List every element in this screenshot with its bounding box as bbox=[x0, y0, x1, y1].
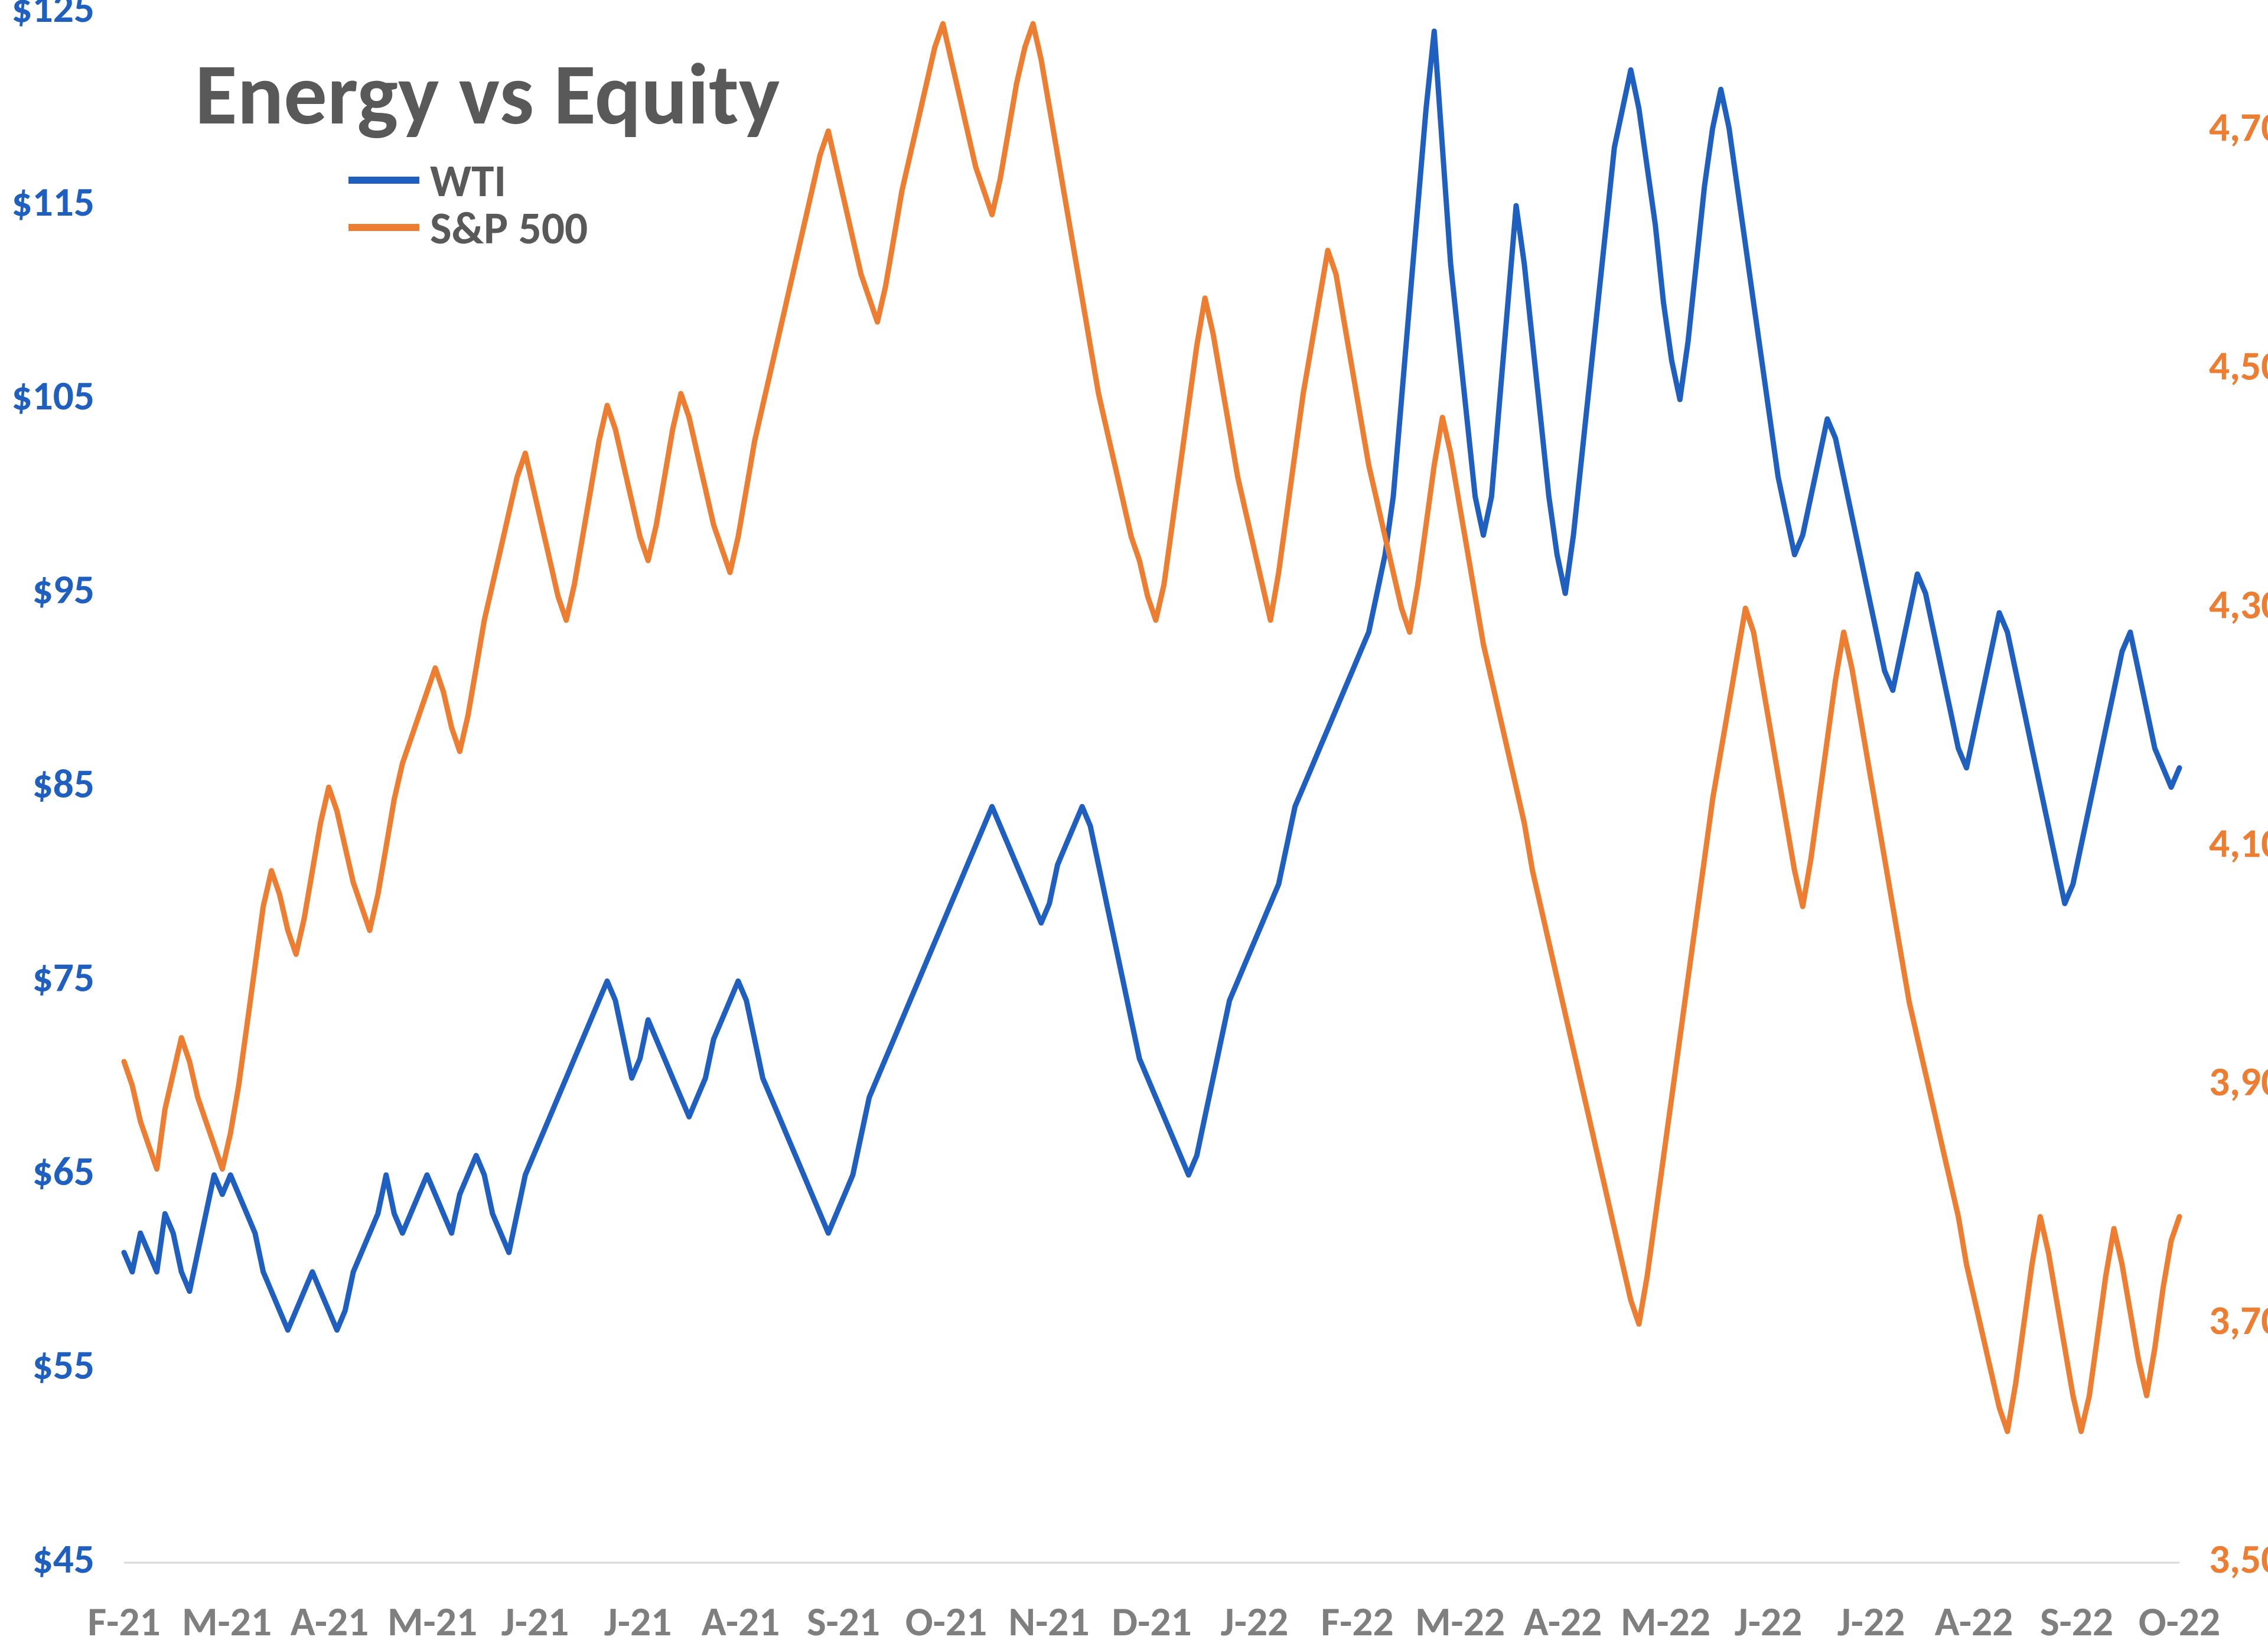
legend-swatch bbox=[348, 177, 419, 184]
y-left-tick-label: $75 bbox=[32, 952, 94, 1002]
y-left-tick-label: $85 bbox=[32, 758, 94, 808]
x-tick-label: J-21 bbox=[501, 1596, 569, 1643]
x-tick-label: S-22 bbox=[2040, 1596, 2113, 1643]
x-tick-label: A-21 bbox=[702, 1596, 780, 1643]
x-tick-label: A-22 bbox=[1524, 1596, 1602, 1643]
x-tick-label: J-22 bbox=[1837, 1596, 1905, 1643]
x-tick-label: M-21 bbox=[387, 1596, 477, 1643]
y-right-tick-label: 4,300 bbox=[2209, 579, 2268, 629]
chart-title: Energy vs Equity bbox=[195, 41, 780, 147]
chart-container: Energy vs Equity WTIS&P 500 $45 $55 $65 $75… bbox=[0, 0, 2268, 1643]
y-right-tick-label: 4,700 bbox=[2209, 102, 2268, 152]
x-tick-label: M-22 bbox=[1621, 1596, 1710, 1643]
y-left-tick-label: $115 bbox=[11, 177, 94, 227]
x-tick-label: O-21 bbox=[905, 1596, 987, 1643]
x-tick-label: J-22 bbox=[1221, 1596, 1288, 1643]
legend-label: S&P 500 bbox=[430, 200, 588, 256]
x-tick-label: N-21 bbox=[1008, 1596, 1089, 1643]
x-tick-label: F-22 bbox=[1321, 1596, 1393, 1643]
x-tick-label: F-21 bbox=[87, 1596, 160, 1643]
legend: WTIS&P 500 bbox=[348, 157, 588, 251]
y-left-tick-label: $65 bbox=[32, 1146, 94, 1196]
x-tick-label: M-22 bbox=[1415, 1596, 1505, 1643]
chart-plot: $45 $55 $65 $75 $85 $95 $105 $115 $125 3,500 3,700… bbox=[0, 0, 2268, 1643]
y-left-tick-label: $45 bbox=[32, 1534, 94, 1584]
y-left-tick-label: $125 bbox=[11, 0, 94, 33]
x-tick-label: J-22 bbox=[1735, 1596, 1802, 1643]
x-tick-label: J-21 bbox=[604, 1596, 672, 1643]
legend-item: S&P 500 bbox=[348, 204, 588, 251]
y-right-tick-label: 4,100 bbox=[2209, 818, 2268, 868]
x-tick-label: S-21 bbox=[807, 1596, 880, 1643]
y-right-tick-label: 3,700 bbox=[2209, 1295, 2268, 1345]
y-left-tick-label: $105 bbox=[11, 370, 94, 421]
x-tick-label: O-22 bbox=[2139, 1596, 2220, 1643]
y-right-tick-label: 4,500 bbox=[2209, 341, 2268, 391]
x-tick-label: A-22 bbox=[1935, 1596, 2013, 1643]
x-tick-label: A-21 bbox=[291, 1596, 369, 1643]
x-tick-label: D-21 bbox=[1112, 1596, 1191, 1643]
y-right-tick-label: 3,500 bbox=[2209, 1534, 2268, 1584]
y-left-tick-label: $55 bbox=[32, 1340, 94, 1390]
legend-item: WTI bbox=[348, 157, 588, 204]
y-right-tick-label: 3,900 bbox=[2209, 1056, 2268, 1107]
legend-swatch bbox=[348, 224, 419, 231]
x-tick-label: M-21 bbox=[182, 1596, 272, 1643]
y-left-tick-label: $95 bbox=[32, 564, 94, 614]
